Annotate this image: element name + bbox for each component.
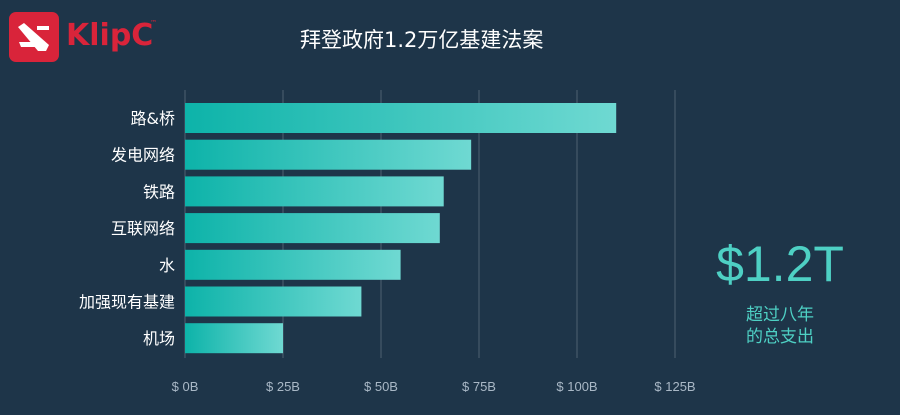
chart-title: 拜登政府1.2万亿基建法案 xyxy=(300,28,544,52)
category-label: 发电网络 xyxy=(111,146,175,165)
bar xyxy=(185,213,440,244)
category-label: 互联网络 xyxy=(111,219,175,238)
category-label: 加强现有基建 xyxy=(79,293,175,312)
total-caption-line1: 超过八年 xyxy=(746,305,814,325)
bar xyxy=(185,286,362,317)
bars xyxy=(185,103,617,354)
total-value: $1.2T xyxy=(716,236,844,292)
x-tick-label: $ 100B xyxy=(556,379,597,394)
x-tick-label: $ 0B xyxy=(172,379,199,394)
logo-badge-icon xyxy=(9,12,59,62)
bar xyxy=(185,249,401,280)
category-label: 铁路 xyxy=(143,182,175,201)
total-caption: 超过八年 的总支出 xyxy=(700,304,860,348)
x-tick-label: $ 25B xyxy=(266,379,300,394)
category-label: 路&桥 xyxy=(131,109,175,128)
category-label: 水 xyxy=(159,256,175,275)
x-tick-label: $ 125B xyxy=(654,379,695,394)
category-label: 机场 xyxy=(143,329,175,348)
total-summary: $1.2T 超过八年 的总支出 xyxy=(700,236,860,348)
bar xyxy=(185,176,444,207)
x-axis-ticks: $ 0B $ 25B $ 50B $ 75B $ 100B $ 125B xyxy=(172,379,696,394)
total-caption-line2: 的总支出 xyxy=(746,327,814,347)
brand-logo: KlipC ™ xyxy=(9,12,157,62)
x-tick-label: $ 75B xyxy=(462,379,496,394)
logo-trademark: ™ xyxy=(150,19,157,27)
logo-wordmark: KlipC xyxy=(66,18,154,53)
x-tick-label: $ 50B xyxy=(364,379,398,394)
bar xyxy=(185,139,472,170)
bar xyxy=(185,103,617,133)
bar xyxy=(185,323,283,354)
